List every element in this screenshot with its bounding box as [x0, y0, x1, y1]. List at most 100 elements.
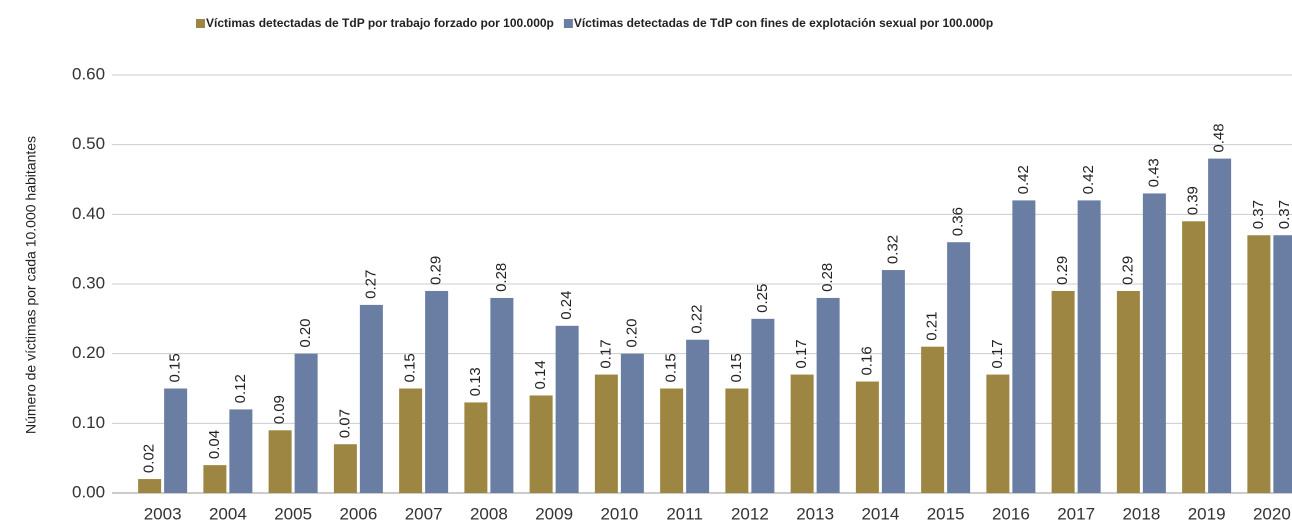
y-axis-label: Número de víctimas por cada 10.000 habit… [23, 136, 39, 434]
value-label: 0.17 [793, 339, 810, 368]
y-tick-label: 0.50 [72, 134, 105, 153]
bar [660, 388, 684, 493]
bar [790, 374, 814, 493]
x-tick-label: 2019 [1188, 504, 1226, 523]
value-label: 0.12 [232, 374, 249, 403]
y-tick-label: 0.30 [72, 273, 105, 292]
bar [686, 339, 710, 493]
bar [138, 479, 162, 493]
bar [333, 444, 357, 493]
value-label: 0.13 [467, 367, 484, 396]
y-tick-label: 0.20 [72, 343, 105, 362]
value-label: 0.42 [1015, 165, 1032, 194]
x-tick-label: 2011 [666, 504, 703, 523]
legend-swatch [563, 19, 573, 28]
bar [1247, 235, 1271, 493]
x-tick-label: 2004 [209, 504, 247, 523]
bar [1077, 200, 1101, 493]
value-label: 0.43 [1145, 158, 1162, 187]
bar [268, 430, 292, 493]
x-tick-label: 2005 [274, 504, 312, 523]
bar [921, 346, 945, 493]
y-tick-label: 0.40 [72, 204, 105, 223]
legend-swatch [196, 19, 205, 28]
bar [947, 242, 971, 493]
value-label: 0.07 [336, 409, 353, 438]
legend-label: Víctimas detectadas de TdP con fines de … [574, 16, 993, 30]
bar [529, 395, 553, 493]
bar [490, 297, 514, 493]
x-tick-label: 2015 [927, 504, 965, 523]
value-label: 0.36 [950, 207, 967, 236]
bar [725, 388, 749, 493]
bar [594, 374, 618, 493]
value-label: 0.24 [558, 291, 575, 320]
value-label: 0.04 [206, 430, 223, 459]
bar [1116, 290, 1140, 493]
bar [359, 304, 383, 493]
x-tick-label: 2007 [405, 504, 443, 523]
bar [751, 318, 775, 493]
bar [881, 270, 905, 493]
value-label: 0.21 [924, 311, 941, 340]
x-tick-label: 2008 [470, 504, 508, 523]
bar [1182, 221, 1206, 494]
value-label: 0.17 [989, 339, 1006, 368]
value-label: 0.20 [623, 318, 640, 347]
bar [1012, 200, 1036, 493]
bar [164, 388, 188, 493]
y-tick-label: 0.60 [72, 64, 105, 83]
x-tick-label: 2009 [535, 504, 573, 523]
value-label: 0.25 [754, 284, 771, 313]
value-label: 0.27 [362, 270, 379, 299]
bar [229, 409, 253, 493]
value-label: 0.16 [858, 346, 875, 375]
x-tick-label: 2014 [861, 504, 899, 523]
value-label: 0.15 [167, 353, 184, 382]
value-label: 0.48 [1211, 123, 1228, 152]
value-label: 0.39 [1185, 186, 1202, 215]
legend-label: Víctimas detectadas de TdP por trabajo f… [206, 16, 554, 30]
bar [1208, 158, 1232, 493]
bar [294, 353, 318, 493]
value-label: 0.29 [428, 256, 445, 285]
y-tick-label: 0.00 [72, 482, 105, 501]
value-label: 0.09 [271, 395, 288, 424]
value-label: 0.37 [1276, 200, 1292, 229]
value-label: 0.20 [297, 318, 314, 347]
x-tick-label: 2017 [1057, 504, 1095, 523]
bar [425, 290, 449, 493]
value-label: 0.37 [1250, 200, 1267, 229]
bar [203, 465, 227, 493]
x-tick-label: 2020 [1253, 504, 1291, 523]
value-label: 0.42 [1080, 165, 1097, 194]
bar [1051, 290, 1075, 493]
value-label: 0.15 [663, 353, 680, 382]
bar [1273, 235, 1292, 493]
value-label: 0.29 [1054, 256, 1071, 285]
value-label: 0.17 [597, 339, 614, 368]
value-label: 0.29 [1119, 256, 1136, 285]
value-label: 0.02 [141, 444, 158, 473]
x-tick-label: 2013 [796, 504, 834, 523]
value-label: 0.22 [689, 305, 706, 334]
x-tick-label: 2006 [339, 504, 377, 523]
x-tick-label: 2010 [600, 504, 638, 523]
bar [986, 374, 1010, 493]
bar [855, 381, 879, 493]
value-label: 0.15 [402, 353, 419, 382]
value-label: 0.15 [728, 353, 745, 382]
x-tick-label: 2003 [144, 504, 182, 523]
bar [464, 402, 488, 493]
value-label: 0.14 [532, 360, 549, 389]
bar [816, 297, 840, 493]
value-label: 0.28 [819, 263, 836, 292]
x-tick-label: 2018 [1122, 504, 1160, 523]
value-label: 0.28 [493, 263, 510, 292]
bar [1142, 193, 1166, 493]
bar [399, 388, 423, 493]
x-tick-label: 2016 [992, 504, 1030, 523]
bar [555, 325, 579, 493]
value-label: 0.32 [884, 235, 901, 264]
